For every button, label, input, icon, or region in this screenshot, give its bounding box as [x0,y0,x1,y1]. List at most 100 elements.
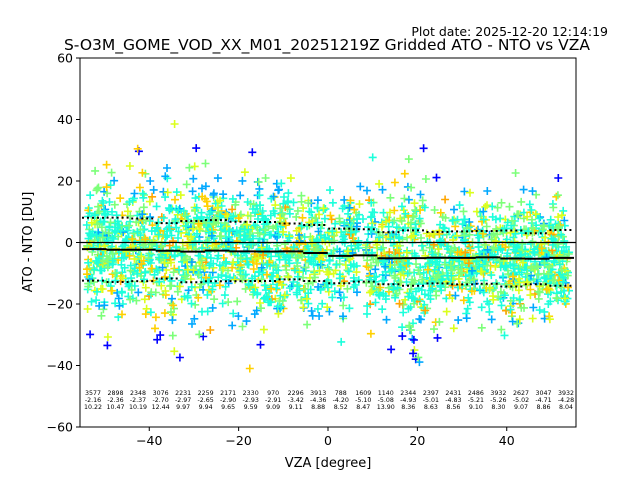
data-point [381,295,390,304]
bin-means-label: -5.01 [423,397,439,404]
data-point [410,249,419,258]
data-point [508,216,516,225]
y-tick-label: 60 [57,51,73,66]
data-point [139,203,148,212]
bin-counts-label: 2231 [175,390,191,397]
data-point [532,190,541,199]
data-point [234,312,243,321]
data-point [83,270,91,279]
data-point [241,270,250,279]
data-point [497,325,506,334]
data-point [542,285,551,294]
data-point [315,255,324,263]
data-point [240,225,249,234]
data-point [114,294,123,303]
data-point [528,237,537,246]
data-point [561,294,569,303]
data-point [563,271,572,280]
bin-counts-label: 3577 [85,390,101,397]
data-point [354,276,363,285]
data-point [111,269,120,277]
data-point [170,251,179,260]
data-point [103,333,112,341]
data-point [421,175,430,183]
data-point [513,319,522,328]
data-point [295,239,304,248]
data-point [229,212,238,221]
bin-means-label: -4.83 [445,397,461,404]
data-point [487,231,496,239]
data-point [459,296,468,305]
data-point [99,199,108,207]
data-point [313,218,322,227]
data-point [378,305,387,314]
data-point [500,291,509,300]
data-point [189,218,198,227]
data-point [191,300,200,309]
bin-counts-label: 1609 [355,390,371,397]
data-point [201,182,210,191]
data-point [217,232,226,241]
data-point [528,187,537,196]
data-point [518,258,527,267]
data-point [407,232,416,241]
data-point [323,283,332,292]
data-point [274,186,283,195]
data-point [179,207,188,216]
data-point [553,224,562,233]
data-point [535,282,544,291]
data-point [116,194,125,203]
data-point [375,291,384,300]
data-point [228,263,237,272]
data-point [100,301,109,310]
data-point [405,321,414,330]
data-point [526,291,535,300]
x-tick-label: −40 [136,433,162,448]
data-point [479,252,488,261]
data-point [478,230,487,238]
data-point [435,317,444,326]
data-point [475,285,484,294]
data-point [395,234,404,243]
data-point [390,216,399,225]
data-point [528,215,536,224]
data-point [187,232,195,241]
data-point [479,215,488,224]
data-point [549,276,557,285]
data-point [396,278,404,287]
data-point [483,261,492,270]
data-point [332,260,341,269]
data-point [291,266,299,275]
data-point [125,251,134,260]
data-point [154,230,163,239]
data-point [164,204,173,213]
data-point [281,262,290,271]
data-point [169,268,178,277]
data-point [127,274,136,283]
data-point [184,237,193,246]
y-tick-label: −20 [47,297,73,312]
bin-stds-label: 10.47 [106,404,124,411]
data-point [450,205,458,214]
data-point [412,260,420,269]
data-point [254,254,263,262]
data-point [138,210,147,219]
data-point [171,195,179,204]
data-point [356,182,365,191]
data-point [243,198,252,206]
data-point [217,202,226,210]
data-point [386,193,395,202]
data-point [344,247,352,256]
data-point [371,298,380,307]
data-point [155,253,163,262]
data-point [363,302,372,310]
data-point [430,325,438,334]
data-point [132,296,141,305]
data-point [466,188,474,197]
data-point [229,309,238,318]
x-tick-label: −20 [225,433,251,448]
data-point [518,239,527,248]
data-point [460,215,469,224]
data-point [125,221,134,230]
data-point [192,203,201,212]
